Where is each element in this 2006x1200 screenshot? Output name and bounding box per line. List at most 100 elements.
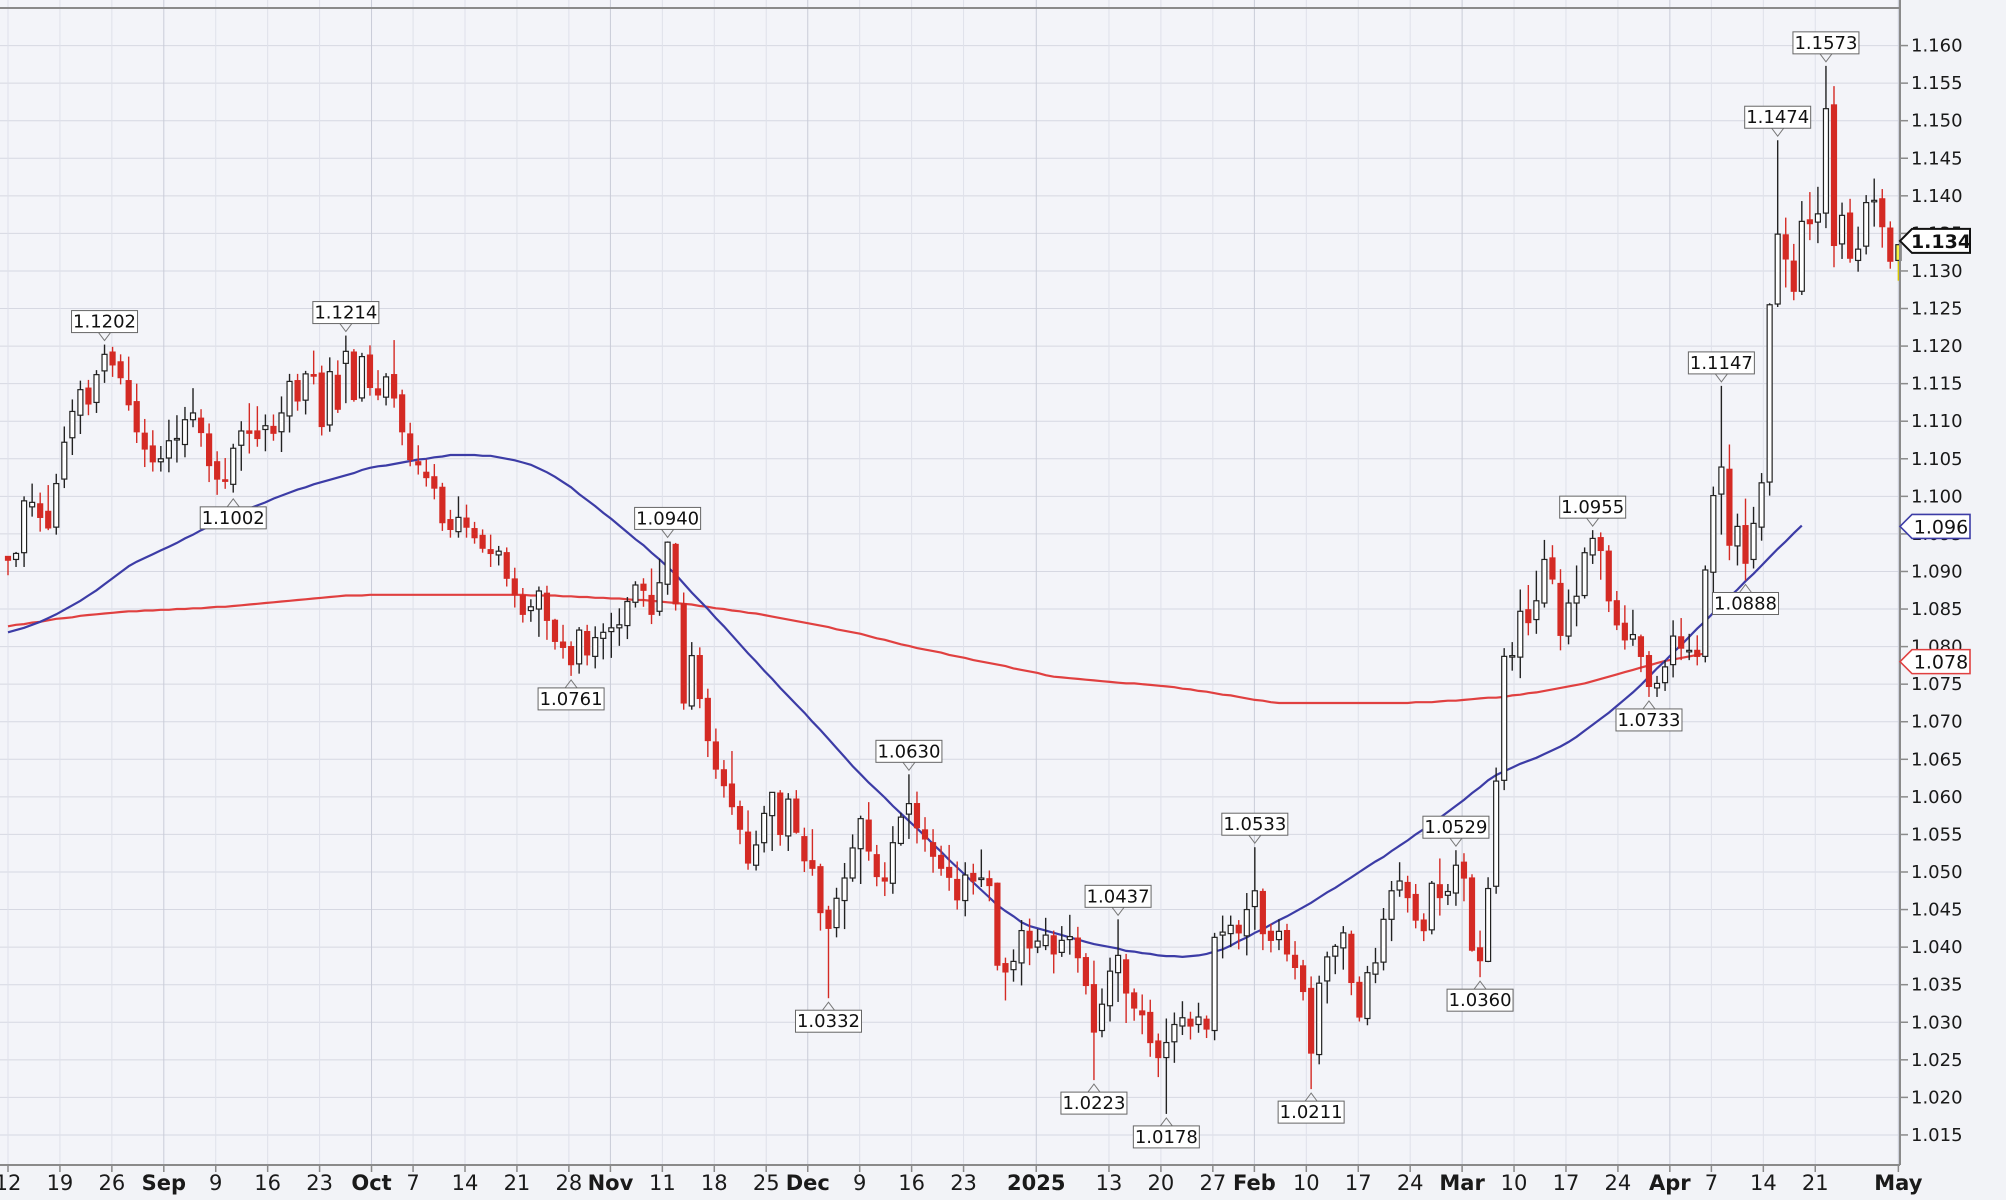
candle <box>222 458 229 489</box>
candle-body <box>165 440 172 459</box>
candle-body <box>527 606 534 612</box>
candle <box>1790 243 1797 301</box>
candle <box>1686 633 1693 661</box>
annotation: 1.0955 <box>1559 495 1627 527</box>
candle <box>833 887 840 938</box>
candle-body <box>189 412 197 421</box>
candle <box>970 863 977 895</box>
candle <box>1267 923 1275 953</box>
annotation-label: 1.0940 <box>636 508 699 529</box>
candle <box>487 534 494 567</box>
candle-body <box>206 433 213 467</box>
x-tick-label: 18 <box>701 1171 728 1195</box>
candle-body <box>286 380 293 417</box>
candle-body <box>704 697 711 742</box>
candle <box>431 464 438 500</box>
y-tick-label: 1.035 <box>1911 975 1963 996</box>
annotation: 1.1573 <box>1792 31 1860 63</box>
candle <box>817 863 824 931</box>
candle-body <box>744 831 752 864</box>
candle <box>1324 951 1331 1004</box>
candle-body <box>1830 104 1838 247</box>
candle <box>1581 547 1588 599</box>
candle <box>1251 847 1258 930</box>
candle <box>567 641 575 676</box>
candle <box>125 356 132 411</box>
candle <box>294 373 301 411</box>
candle <box>29 483 36 517</box>
candle-body <box>1742 525 1749 564</box>
candle <box>1871 178 1878 227</box>
candle-body <box>736 806 744 830</box>
candle-body <box>986 878 993 887</box>
candle-body <box>1380 918 1387 963</box>
candle-body <box>809 860 816 869</box>
candle-body <box>801 836 808 862</box>
annotation-label: 1.0360 <box>1449 990 1512 1011</box>
annotation-label: 1.0533 <box>1223 814 1286 835</box>
candle <box>214 451 221 495</box>
y-tick-label: 1.155 <box>1911 73 1963 94</box>
candle <box>1299 959 1307 1001</box>
candle <box>1476 930 1484 978</box>
candle <box>1838 202 1846 259</box>
annotation-box <box>634 506 702 530</box>
candle-body <box>109 351 116 366</box>
candle-body <box>889 842 896 884</box>
annotations: 1.1202 1.1002 1.1214 1.0761 1.0940 1.0332 1.06… <box>71 31 1860 1149</box>
candle <box>640 578 647 607</box>
candle-body <box>1766 304 1773 483</box>
candle <box>592 626 599 669</box>
y-tick-label: 1.040 <box>1911 937 1963 958</box>
candle-body <box>1798 220 1805 292</box>
candle-body <box>125 380 132 406</box>
candle-body <box>1734 525 1741 547</box>
candle <box>1308 976 1315 1090</box>
annotation: 1.0888 <box>1712 583 1780 615</box>
candle <box>1372 947 1379 984</box>
candle-body <box>1436 884 1443 899</box>
candle <box>1806 192 1813 241</box>
candle <box>254 406 261 447</box>
y-tick-label: 1.020 <box>1911 1087 1963 1108</box>
annotation-label: 1.0332 <box>797 1011 860 1032</box>
candle-body <box>1879 198 1886 228</box>
candle <box>1082 953 1089 995</box>
candle-body <box>1139 1010 1146 1016</box>
annotation-pointer <box>564 679 578 689</box>
candle-body <box>1316 982 1323 1056</box>
candle <box>1444 884 1451 906</box>
candle-body <box>1066 936 1073 941</box>
x-tick-label: Nov <box>588 1171 634 1195</box>
candle <box>358 352 366 402</box>
annotation-pointer <box>1586 517 1600 527</box>
annotation-label: 1.1202 <box>73 312 136 333</box>
candle <box>1291 941 1299 980</box>
candle <box>1098 988 1106 1038</box>
candle-body <box>350 351 357 401</box>
candle-body <box>1106 970 1114 1007</box>
annotation-box <box>71 310 139 334</box>
candle-body <box>1340 932 1347 949</box>
candle-body <box>1814 213 1822 223</box>
y-tick-label: 1.015 <box>1911 1125 1963 1146</box>
candle <box>1637 634 1645 673</box>
candle-body <box>447 519 454 531</box>
annotation-label: 1.0888 <box>1714 593 1777 614</box>
candle <box>197 409 205 447</box>
candle <box>608 612 615 658</box>
candle <box>1203 1015 1210 1039</box>
x-axis-ticks: 12 19 26 Sep 9 16 23 Oct 7 14 21 28 Nov 11 18 25 Dec 9 16 2… <box>0 1165 1923 1195</box>
candle <box>946 844 953 891</box>
x-tick-label: 27 <box>1199 1171 1226 1195</box>
candle <box>712 728 719 779</box>
candle-body <box>1838 214 1846 245</box>
last-value-box <box>1898 513 1971 540</box>
candle <box>1653 675 1661 697</box>
candle-body <box>905 803 913 815</box>
candle-body <box>857 818 864 850</box>
candle-body <box>1420 919 1427 932</box>
candle-body <box>793 798 800 833</box>
candle <box>1050 930 1057 974</box>
candle <box>1863 195 1870 255</box>
